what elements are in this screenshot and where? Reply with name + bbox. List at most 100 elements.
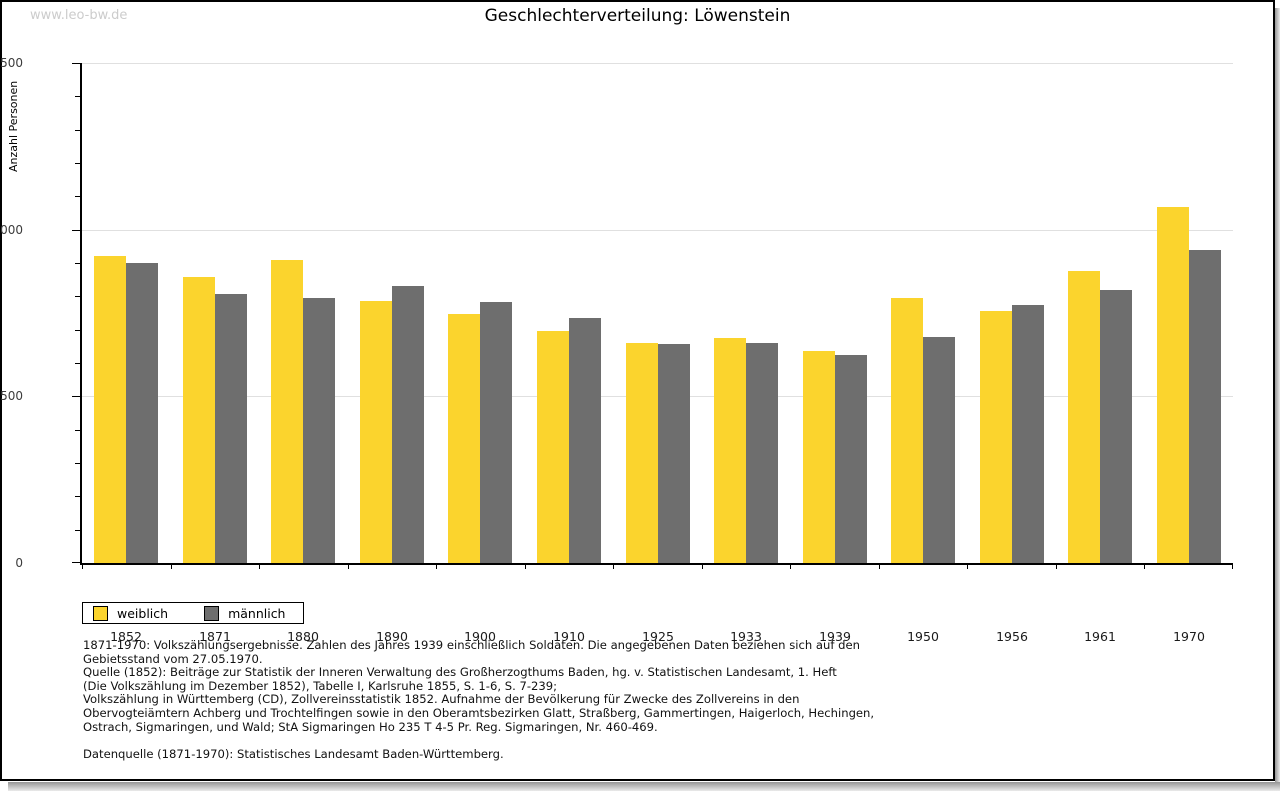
bar-männlich-1910 [569, 318, 601, 563]
bar-weiblich-1910 [537, 331, 569, 563]
footnote-line: 1871-1970: Volkszählungsergebnisse. Zahl… [83, 638, 860, 652]
footnote-line: Obervogteiämtern Achberg und Trochtelfin… [83, 705, 875, 720]
bar-männlich-1900 [480, 302, 512, 563]
x-boundary-tick-7 [702, 565, 703, 569]
y-axis-label: Anzahl Personen [7, 80, 20, 172]
legend-swatch-männlich [204, 605, 220, 621]
legend-label-männlich: männlich [228, 605, 286, 621]
datasource-line: Datenquelle (1871-1970): Statistisches L… [83, 746, 504, 761]
x-label-1939: 1939 [819, 629, 851, 644]
window-shadow-right [1275, 8, 1280, 782]
x-label-1880: 1880 [287, 629, 319, 644]
x-boundary-tick-12 [1144, 565, 1145, 569]
bar-weiblich-1871 [183, 277, 215, 563]
x-boundary-tick-11 [1056, 565, 1057, 569]
x-label-1970: 1970 [1173, 629, 1205, 644]
bar-männlich-1950 [923, 337, 955, 563]
bar-männlich-1890 [392, 286, 424, 563]
bar-weiblich-1925 [626, 343, 658, 563]
footnote-line: (Die Volkszählung im Dezember 1852), Tab… [83, 678, 558, 693]
bar-weiblich-1939 [803, 351, 835, 563]
y-minor-tick-200 [75, 496, 80, 498]
y-tick-1500 [72, 63, 80, 64]
legend-item-weiblich: weiblich [93, 605, 169, 621]
bar-männlich-1961 [1100, 290, 1132, 563]
footnote-line: Ostrach, Sigmaringen, und Wald; StA Sigm… [83, 719, 658, 734]
bar-männlich-1871 [215, 294, 247, 563]
bar-weiblich-1961 [1068, 271, 1100, 563]
x-label-1890: 1890 [376, 629, 408, 644]
gridline-1000 [82, 229, 1233, 231]
x-label-1950: 1950 [907, 629, 939, 644]
x-boundary-tick-9 [879, 565, 880, 569]
x-boundary-tick-2 [259, 565, 260, 569]
y-minor-tick-300 [75, 463, 80, 464]
bar-weiblich-1900 [448, 314, 480, 563]
bar-männlich-1970 [1189, 250, 1221, 563]
footnote-line: Volkszählung in Württemberg (CD), Zollve… [83, 692, 800, 707]
x-label-1871: 1871 [199, 629, 231, 644]
bar-weiblich-1950 [891, 298, 923, 563]
bar-weiblich-1880 [271, 260, 303, 563]
bar-männlich-1925 [658, 344, 690, 563]
x-label-1852: 1852 [110, 629, 142, 644]
y-minor-tick-1100 [75, 196, 80, 198]
bar-weiblich-1890 [360, 301, 392, 563]
x-label-1956: 1956 [996, 629, 1028, 644]
watermark-url: www.leo-bw.de [30, 8, 128, 23]
bar-weiblich-1933 [714, 338, 746, 563]
x-boundary-tick-0 [82, 565, 83, 569]
x-axis-line [80, 563, 1233, 565]
y-axis-line [80, 63, 82, 563]
gridline-1500 [82, 63, 1233, 64]
y-minor-tick-400 [75, 429, 80, 431]
y-tick-1000 [72, 229, 80, 231]
y-minor-tick-600 [75, 363, 80, 364]
x-label-1925: 1925 [642, 629, 674, 644]
legend-label-weiblich: weiblich [117, 605, 169, 621]
x-boundary-tick-4 [436, 565, 437, 569]
page-title: Geschlechterverteilung: Löwenstein [484, 6, 791, 26]
x-boundary-tick-8 [790, 565, 791, 569]
x-boundary-tick-1 [171, 565, 172, 569]
y-tick-label-1000: 1000 [0, 222, 23, 237]
legend-item-männlich: männlich [204, 605, 286, 621]
footnote-line: Quelle (1852): Beiträge zur Statistik de… [83, 665, 837, 680]
legend-swatch-weiblich [93, 605, 108, 621]
x-label-1933: 1933 [730, 629, 762, 644]
y-tick-0 [72, 562, 80, 563]
y-minor-tick-1200 [75, 163, 80, 164]
bar-männlich-1933 [746, 343, 778, 563]
bar-weiblich-1956 [980, 311, 1012, 563]
y-minor-tick-1300 [75, 129, 80, 131]
window-shadow-bottom [8, 782, 1280, 791]
bar-männlich-1939 [835, 355, 867, 563]
y-tick-label-500: 500 [0, 389, 23, 404]
x-boundary-tick-3 [348, 565, 349, 569]
plot-area: 0 500 1000 1500 1852 1871 1880 1890 1900 1910 1925… [0, 56, 1233, 644]
x-boundary-tick-13 [1232, 565, 1233, 569]
bar-männlich-1956 [1012, 305, 1044, 563]
y-minor-tick-1400 [75, 96, 80, 98]
footnotes: 1871-1970: Volkszählungsergebnisse. Zahl… [83, 638, 875, 761]
x-boundary-tick-6 [613, 565, 614, 569]
y-tick-label-0: 0 [15, 556, 23, 570]
x-label-1961: 1961 [1084, 629, 1116, 644]
y-tick-500 [72, 396, 80, 398]
y-minor-tick-100 [75, 529, 80, 531]
x-boundary-tick-5 [525, 565, 526, 569]
legend: weiblich männlich [82, 602, 305, 624]
bar-weiblich-1970 [1157, 207, 1189, 563]
bar-männlich-1880 [303, 298, 335, 563]
x-label-1900: 1900 [464, 629, 496, 644]
footnote-line: Gebietsstand vom 27.05.1970. [83, 651, 263, 666]
x-boundary-tick-10 [967, 565, 968, 569]
bar-männlich-1852 [126, 263, 158, 563]
y-minor-tick-800 [75, 296, 80, 298]
y-tick-label-1500: 1500 [0, 56, 23, 70]
x-label-1910: 1910 [553, 629, 585, 644]
bar-weiblich-1852 [94, 256, 126, 563]
y-minor-tick-900 [75, 263, 80, 264]
y-minor-tick-700 [75, 329, 80, 331]
